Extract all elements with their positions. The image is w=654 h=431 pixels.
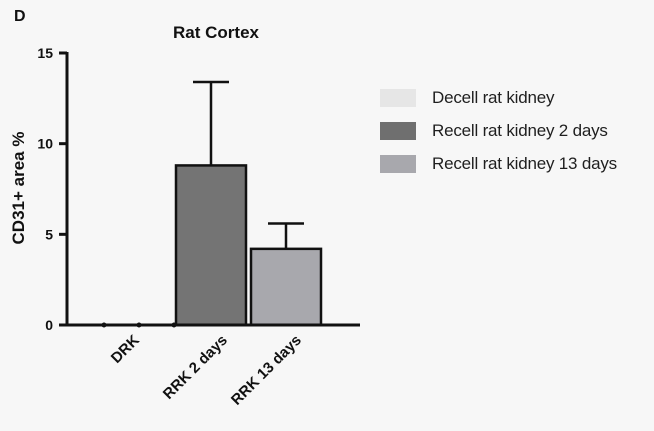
- legend-label-recell-2-days: Recell rat kidney 2 days: [432, 121, 608, 140]
- x-tick-label: DRK: [108, 332, 143, 367]
- legend-label-recell-13-days: Recell rat kidney 13 days: [432, 154, 617, 173]
- legend-item-recell-13-days: Recell rat kidney 13 days: [380, 150, 650, 178]
- legend-label-decell: Decell rat kidney: [432, 88, 555, 107]
- y-axis-label: CD31+ area %: [9, 132, 28, 245]
- legend-swatch-decell: [380, 89, 416, 107]
- error-bars: [193, 80, 304, 249]
- x-tick-label: RRK 13 days: [228, 332, 305, 409]
- y-axis-ticks: 0 5 10 15: [37, 45, 67, 333]
- legend-swatch-recell-2-days: [380, 122, 416, 140]
- chart-title: Rat Cortex: [173, 23, 260, 42]
- bar-rrk-13-days: [249, 247, 323, 327]
- y-tick-label: 5: [45, 226, 53, 242]
- legend-item-decell: Decell rat kidney: [380, 84, 650, 112]
- legend-item-recell-2-days: Recell rat kidney 2 days: [380, 117, 650, 145]
- x-tick-label: RRK 2 days: [160, 332, 231, 403]
- y-tick-label: 15: [37, 45, 53, 61]
- bar-rrk-2-days: [174, 164, 248, 327]
- legend-swatch-recell-13-days: [380, 155, 416, 173]
- bars: [101, 164, 323, 328]
- y-tick-label: 10: [37, 136, 53, 152]
- legend: Decell rat kidney Recell rat kidney 2 da…: [380, 84, 650, 183]
- y-tick-label: 0: [45, 317, 53, 333]
- panel-label: D: [14, 8, 26, 25]
